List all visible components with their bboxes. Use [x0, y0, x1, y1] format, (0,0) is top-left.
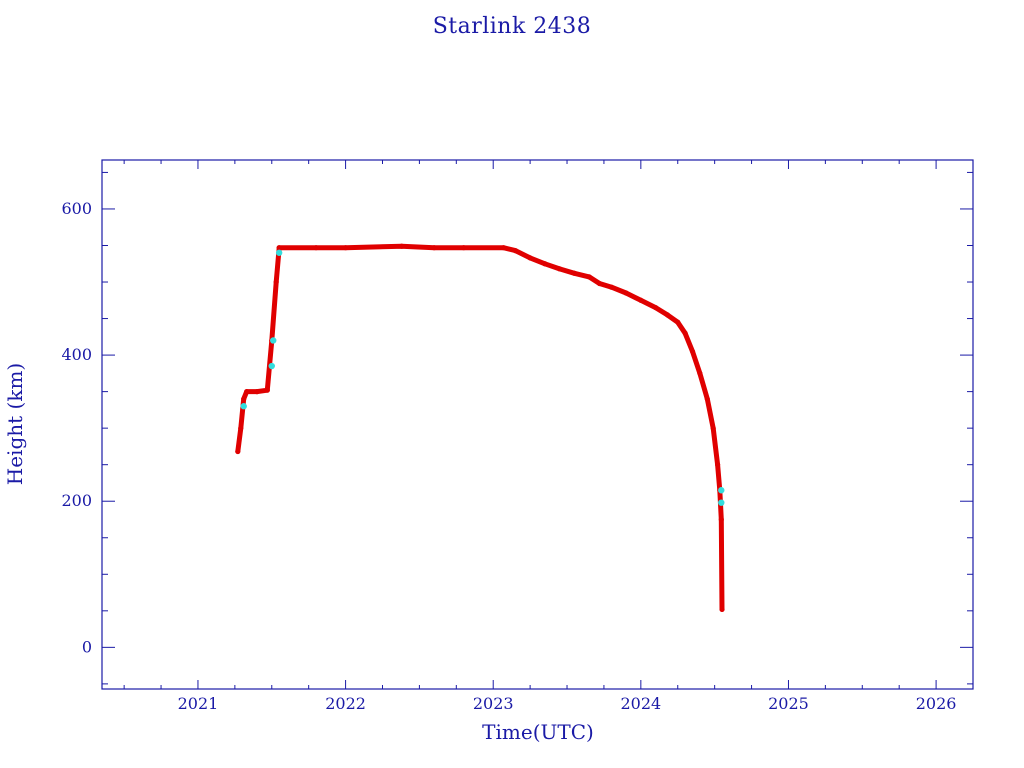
data-point — [254, 389, 260, 395]
data-point — [704, 396, 710, 402]
data-point — [313, 245, 319, 251]
data-point — [557, 266, 563, 272]
data-point — [623, 290, 629, 296]
series-final-segment — [720, 519, 723, 610]
plot-frame — [101, 159, 974, 690]
y-axis-label: Height (km) — [3, 363, 27, 485]
data-point — [682, 330, 688, 336]
data-point — [715, 462, 721, 468]
x-tick-label: 2021 — [178, 694, 219, 713]
y-tick-label: 600 — [61, 199, 92, 218]
data-point — [461, 245, 467, 251]
series-line — [235, 243, 725, 612]
highlight-point — [268, 362, 275, 370]
x-tick-label: 2026 — [916, 694, 957, 713]
data-point — [244, 389, 250, 395]
axis-ticks — [102, 160, 974, 689]
data-point — [238, 425, 244, 431]
data-point — [241, 396, 247, 402]
x-tick-label: 2022 — [325, 694, 366, 713]
highlight-point — [718, 487, 725, 494]
data-point — [273, 279, 279, 285]
data-point — [719, 606, 725, 612]
data-point — [718, 516, 724, 523]
y-tick-label: 400 — [61, 345, 92, 364]
data-points — [235, 243, 725, 612]
data-point — [512, 248, 518, 254]
data-point — [235, 448, 241, 455]
plot-border — [101, 159, 974, 690]
x-tick-label: 2024 — [620, 694, 661, 713]
data-point — [697, 370, 703, 376]
data-point — [710, 425, 716, 431]
chart-title: Starlink 2438 — [432, 14, 592, 39]
data-point — [542, 261, 548, 267]
data-point — [431, 245, 437, 251]
data-point — [571, 270, 578, 276]
x-tick-label: 2025 — [768, 694, 809, 713]
y-tick-label: 0 — [82, 637, 92, 656]
data-point — [276, 245, 282, 251]
data-point — [653, 304, 659, 311]
data-point — [689, 348, 696, 355]
series-path — [235, 243, 725, 612]
data-point — [500, 245, 507, 251]
x-tick-label: 2023 — [473, 694, 514, 713]
x-axis-label: Time(UTC) — [482, 720, 594, 744]
data-point — [264, 387, 270, 393]
data-point — [596, 280, 603, 287]
data-point — [638, 297, 644, 303]
y-tick-label: 200 — [61, 491, 92, 510]
data-point — [675, 319, 681, 325]
data-point — [342, 245, 349, 251]
tick-labels: 2021 2022 2023 2024 2025 2026 0 200 400 600 — [61, 199, 956, 713]
data-point — [527, 255, 533, 261]
data-point — [399, 243, 405, 249]
highlight-point — [275, 249, 283, 256]
highlight-point — [718, 499, 725, 506]
data-point — [608, 284, 614, 290]
data-point — [586, 274, 592, 280]
data-point — [664, 312, 671, 318]
highlight-point — [240, 403, 247, 410]
highlight-point — [270, 337, 277, 344]
